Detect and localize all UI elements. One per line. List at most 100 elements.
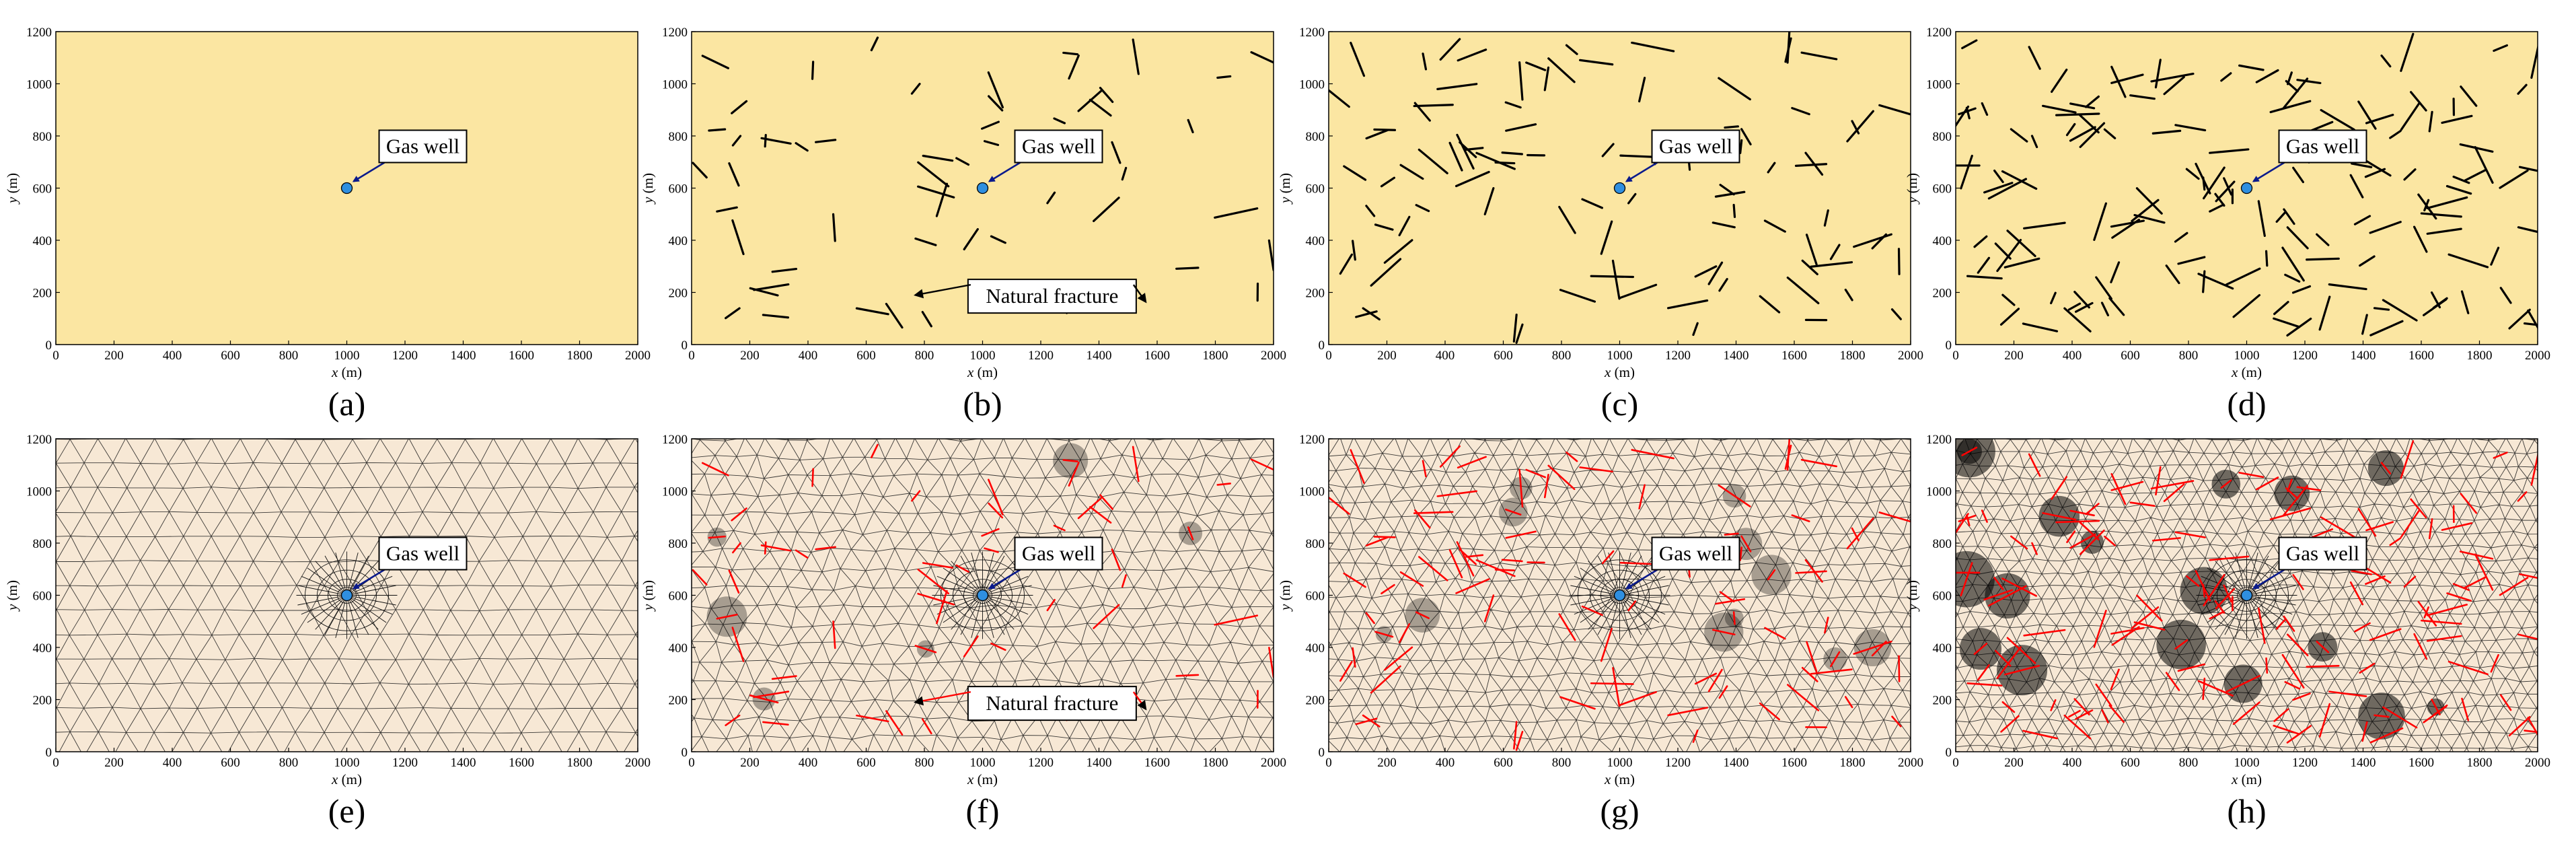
natural-fracture: [1619, 690, 1657, 707]
natural-fracture: [1329, 496, 1350, 515]
natural-fracture: [2079, 529, 2105, 555]
natural-fracture: [2423, 705, 2448, 723]
x-tick-label: 1200: [392, 756, 418, 770]
y-tick-label: 1000: [1299, 485, 1325, 499]
natural-fracture: [984, 547, 999, 553]
natural-fracture: [2177, 256, 2206, 265]
natural-fracture: [832, 213, 836, 242]
natural-fracture: [910, 83, 921, 95]
natural-fracture: [1465, 554, 1484, 558]
x-axis-unit: (m): [2238, 364, 2262, 380]
y-tick-label: 800: [33, 130, 52, 144]
natural-fracture: [1767, 162, 1776, 174]
mesh-grid: [1329, 439, 1911, 752]
natural-fracture: [2202, 677, 2206, 701]
natural-fracture: [1068, 462, 1080, 487]
x-tick-label: 200: [2004, 349, 2024, 363]
natural-fracture: [1339, 661, 1353, 682]
natural-fracture: [731, 100, 748, 114]
natural-fracture: [2223, 177, 2233, 196]
x-axis-unit: (m): [2238, 771, 2262, 787]
x-tick-label: 600: [2121, 349, 2140, 363]
natural-fracture: [1413, 509, 1431, 529]
natural-fracture: [1590, 682, 1634, 685]
natural-fracture: [1694, 265, 1718, 278]
natural-fracture: [2354, 622, 2371, 633]
panel-letter: (b): [963, 385, 1002, 423]
y-tick-label: 1200: [1299, 26, 1325, 40]
gas-well-arrow: [988, 569, 1021, 590]
x-axis-unit: (m): [1611, 364, 1635, 380]
x-tick-label: 0: [688, 756, 695, 770]
natural-fracture-arrow: [1132, 284, 1147, 304]
natural-fracture: [2079, 521, 2100, 540]
natural-fracture: [2155, 466, 2162, 496]
x-tick-label: 400: [2063, 756, 2082, 770]
y-tick-label: 600: [669, 182, 688, 197]
y-tick-label: 800: [1306, 130, 1325, 144]
natural-fracture: [2269, 507, 2312, 520]
x-axis-var: x: [1604, 364, 1611, 380]
natural-fracture: [1355, 310, 1378, 318]
natural-fracture: [1362, 307, 1381, 321]
natural-fracture: [2197, 680, 2234, 697]
natural-fracture: [1714, 190, 1746, 198]
gas-well-label: Gas well: [2286, 542, 2359, 565]
natural-fracture: [885, 710, 904, 736]
gas-well-arrow: [352, 569, 385, 590]
x-tick-label: 800: [279, 349, 299, 363]
x-axis-var: x: [331, 771, 338, 787]
panel-letter: (h): [2227, 792, 2266, 830]
natural-fracture: [2028, 453, 2041, 477]
x-tick-label: 800: [2179, 756, 2199, 770]
natural-fracture: [2400, 440, 2415, 479]
y-tick-label: 0: [1319, 339, 1325, 353]
x-tick-label: 1400: [1724, 349, 1749, 363]
natural-fracture: [701, 55, 730, 69]
natural-fracture: [1600, 627, 1613, 662]
natural-fracture: [2129, 94, 2156, 100]
natural-fracture: [2441, 114, 2473, 125]
natural-fracture: [1638, 77, 1646, 103]
natural-fracture: [2306, 257, 2340, 261]
natural-fracture: [916, 185, 955, 199]
natural-fracture: [983, 140, 1000, 146]
natural-fracture: [2069, 102, 2096, 110]
natural-fracture: [2357, 507, 2377, 537]
x-tick-label: 1800: [1203, 756, 1228, 770]
natural-fracture: [2499, 287, 2512, 304]
natural-fracture: [815, 139, 837, 143]
natural-fracture: [1897, 248, 1901, 275]
y-tick-label: 800: [669, 537, 688, 551]
x-tick-label: 800: [915, 349, 934, 363]
y-axis-unit: (m): [640, 580, 656, 604]
natural-fracture: [731, 507, 747, 522]
panel-a: 0 200 400 600 800 1000 1200 1400 1600 1800 2000 0 20…: [4, 26, 651, 423]
natural-fracture: [917, 161, 950, 188]
natural-fracture: [701, 462, 729, 476]
natural-fracture: [2110, 627, 2145, 635]
natural-fracture: [731, 219, 745, 256]
natural-fracture: [1851, 120, 1860, 135]
natural-fracture: [2220, 72, 2232, 82]
natural-fracture: [856, 714, 889, 723]
natural-fracture: [1475, 559, 1516, 577]
y-tick-label: 800: [1933, 537, 1952, 551]
natural-fracture: [1373, 536, 1396, 538]
y-tick-label: 400: [1306, 234, 1325, 248]
y-axis-var: y: [1277, 604, 1293, 612]
natural-fracture: [2136, 594, 2163, 622]
y-axis-unit: (m): [1277, 173, 1293, 197]
x-tick-label: 2000: [625, 349, 651, 363]
y-tick-label: 600: [1306, 590, 1325, 604]
natural-fracture: [2445, 184, 2472, 195]
y-axis-var: y: [640, 604, 656, 612]
x-tick-label: 1000: [334, 756, 360, 770]
natural-fracture: [2273, 317, 2301, 328]
x-tick-label: 1200: [1028, 756, 1054, 770]
natural-fracture: [1581, 605, 1603, 616]
natural-fracture: [1981, 509, 1988, 523]
gas-well-label: Gas well: [386, 135, 459, 158]
natural-fracture: [963, 227, 979, 251]
gas-well-marker: [340, 182, 353, 194]
